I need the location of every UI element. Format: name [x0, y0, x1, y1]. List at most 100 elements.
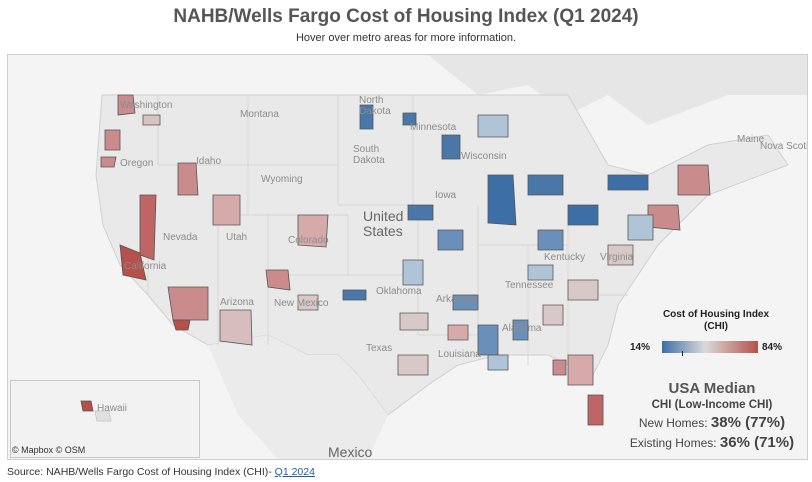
metro-charlotte[interactable] [567, 279, 599, 301]
label-california: California [124, 261, 167, 272]
usa-median-subtitle: CHI (Low-Income CHI) [651, 399, 773, 411]
map-panel[interactable]: Washington Montana North Dakota Minnesot… [7, 54, 808, 460]
metro-nashville[interactable] [527, 264, 554, 281]
label-montana: Montana [240, 109, 279, 120]
metro-san-diego[interactable] [172, 319, 191, 331]
label-north-dakota: Dakota [359, 106, 391, 117]
metro-phoenix[interactable] [219, 309, 253, 346]
metro-kansas-city[interactable] [437, 229, 464, 251]
label-kentucky: Kentucky [544, 252, 586, 263]
metro-areas[interactable] [100, 94, 711, 426]
new-homes-line: New Homes: 38% (77%) [612, 414, 807, 431]
label-utah: Utah [226, 232, 248, 243]
existing-homes-value: 36% (71%) [719, 434, 795, 451]
label-hawaii: Hawaii [97, 403, 128, 414]
metro-seattle[interactable] [117, 94, 136, 116]
legend-scale: 14% 84% [626, 339, 806, 359]
metro-jackson[interactable] [477, 324, 499, 356]
hawaii-map [80, 400, 112, 422]
label-wyoming: Wyoming [261, 174, 303, 185]
hawaii-inset[interactable]: Hawaii [10, 380, 200, 458]
metro-omaha[interactable] [407, 204, 434, 221]
metro-atlanta[interactable] [542, 304, 564, 326]
label-wisconsin: Wisconsin [461, 151, 507, 162]
metro-eugene[interactable] [100, 156, 117, 168]
metro-new-orleans[interactable] [487, 354, 509, 371]
metro-las-vegas[interactable] [265, 269, 291, 291]
label-louisiana: Louisiana [438, 349, 481, 360]
label-new-mexico: New Mexico [274, 298, 329, 309]
metro-denver[interactable] [297, 214, 329, 248]
source-text: Source: NAHB/Wells Fargo Cost of Housing… [7, 466, 275, 478]
label-arizona: Arizona [220, 297, 254, 308]
map-attribution[interactable]: © Mapbox © OSM [12, 445, 86, 455]
metro-houston[interactable] [397, 354, 429, 376]
metro-duluth[interactable] [477, 114, 509, 138]
metro-san-francisco[interactable] [119, 244, 147, 281]
label-washington: Washington [120, 100, 173, 111]
metro-wichita[interactable] [402, 259, 424, 286]
metro-chicago[interactable] [487, 174, 517, 226]
metro-birmingham[interactable] [512, 319, 529, 341]
metro-spokane[interactable] [142, 114, 161, 126]
metro-miami[interactable] [587, 394, 604, 426]
metro-albuquerque[interactable] [297, 294, 319, 311]
metro-boston[interactable] [677, 164, 711, 196]
existing-homes-line: Existing Homes: 36% (71%) [612, 434, 807, 451]
label-nova-scotia: Nova Scoti [760, 141, 808, 152]
page-subtitle: Hover over metro areas for more informat… [295, 32, 517, 44]
metro-fort-smith[interactable] [452, 294, 479, 311]
usa-median-panel: USA Median CHI (Low-Income CHI) New Home… [612, 380, 807, 451]
usa-median-title: USA Median [668, 380, 756, 397]
metro-richmond[interactable] [607, 244, 634, 266]
label-virginia: Virginia [600, 252, 634, 263]
metro-philadelphia[interactable] [627, 214, 654, 241]
metro-portland[interactable] [104, 129, 121, 151]
metro-amarillo[interactable] [342, 289, 367, 301]
label-minnesota: Minnesota [410, 122, 457, 133]
hawaii-island [94, 410, 112, 422]
legend-max: 84% [762, 342, 783, 353]
metro-pittsburgh[interactable] [567, 204, 599, 226]
metro-los-angeles[interactable] [167, 286, 209, 321]
label-north: North [359, 95, 384, 106]
metro-fargo[interactable] [359, 104, 374, 130]
metro-tampa[interactable] [567, 354, 594, 386]
new-homes-label: New Homes: [638, 416, 711, 430]
source-footer: Source: NAHB/Wells Fargo Cost of Housing… [7, 466, 315, 478]
metro-minneapolis[interactable] [441, 134, 461, 160]
legend-min: 14% [630, 342, 651, 353]
label-idaho: Idaho [196, 156, 222, 167]
metro-sacramento[interactable] [139, 194, 157, 261]
metro-detroit[interactable] [527, 174, 564, 196]
new-homes-value: 38% (77%) [710, 414, 786, 431]
metro-grand-forks[interactable] [402, 112, 417, 126]
metro-jacksonville[interactable] [552, 359, 567, 376]
label-alabama: Alabama [502, 323, 542, 334]
source-link[interactable]: Q1 2024 [274, 466, 315, 478]
metro-honolulu[interactable] [80, 400, 94, 412]
legend-median-tick [682, 351, 683, 356]
label-iowa: Iowa [435, 190, 457, 201]
metro-boise[interactable] [177, 162, 199, 196]
label-mexico: Mexico [328, 444, 373, 460]
label-colorado: Colorado [288, 235, 329, 246]
label-arkansas: Arkansas [436, 294, 478, 305]
metro-cincinnati[interactable] [537, 229, 564, 251]
label-united: United [363, 208, 404, 224]
legend-subtitle: (CHI) [704, 321, 728, 332]
label-maine: Maine [737, 134, 765, 145]
metro-little-rock[interactable] [447, 324, 469, 341]
label-oregon: Oregon [120, 158, 154, 169]
metro-buffalo[interactable] [607, 174, 649, 191]
label-states: States [363, 223, 403, 239]
label-nevada: Nevada [163, 232, 198, 243]
label-tennessee: Tennessee [505, 280, 554, 291]
metro-dallas[interactable] [399, 312, 429, 331]
label-texas: Texas [366, 343, 393, 354]
existing-homes-label: Existing Homes: [629, 436, 720, 450]
legend-title: Cost of Housing Index [662, 309, 770, 320]
metro-salt-lake[interactable] [212, 194, 241, 226]
canada-land [8, 55, 807, 125]
mexico-land [208, 335, 388, 459]
